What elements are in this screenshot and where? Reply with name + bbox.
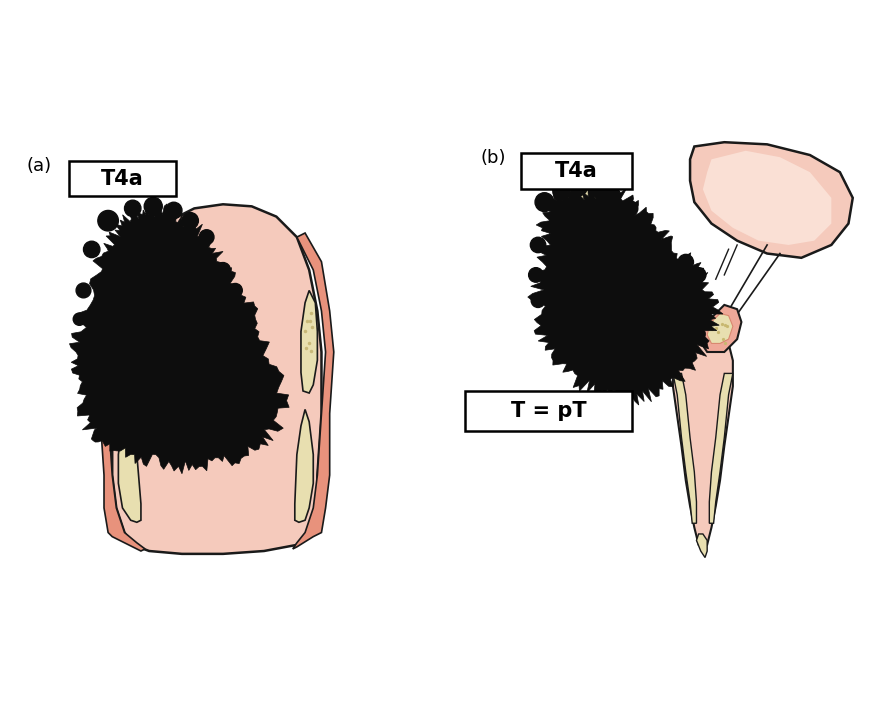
Text: T4a: T4a	[555, 161, 598, 182]
Polygon shape	[294, 410, 313, 522]
Text: (a): (a)	[26, 157, 51, 175]
Text: T = pT: T = pT	[511, 401, 587, 421]
Polygon shape	[697, 534, 707, 558]
Circle shape	[553, 183, 570, 200]
Polygon shape	[562, 179, 605, 222]
Text: (b): (b)	[480, 149, 506, 167]
Polygon shape	[690, 142, 853, 258]
Polygon shape	[553, 168, 617, 232]
Polygon shape	[112, 204, 321, 554]
FancyBboxPatch shape	[521, 153, 632, 189]
Circle shape	[145, 197, 162, 215]
Circle shape	[570, 179, 587, 196]
Circle shape	[84, 241, 100, 258]
Polygon shape	[707, 313, 733, 344]
Circle shape	[76, 283, 91, 298]
Polygon shape	[112, 291, 131, 393]
Circle shape	[182, 213, 198, 229]
Polygon shape	[100, 237, 145, 551]
Circle shape	[199, 230, 214, 244]
Circle shape	[535, 193, 554, 212]
Polygon shape	[709, 373, 733, 523]
Circle shape	[98, 210, 119, 231]
Text: T4a: T4a	[101, 169, 144, 189]
Polygon shape	[698, 305, 741, 352]
FancyBboxPatch shape	[466, 391, 632, 432]
Circle shape	[532, 294, 545, 308]
Circle shape	[529, 268, 543, 282]
Circle shape	[166, 202, 182, 219]
Polygon shape	[119, 410, 141, 522]
Polygon shape	[673, 373, 697, 523]
Polygon shape	[293, 233, 334, 549]
FancyBboxPatch shape	[70, 161, 176, 196]
Circle shape	[216, 263, 230, 277]
Circle shape	[588, 182, 604, 197]
Circle shape	[606, 188, 621, 203]
Polygon shape	[673, 335, 733, 545]
Circle shape	[228, 284, 243, 297]
Polygon shape	[703, 151, 831, 245]
Polygon shape	[70, 204, 289, 474]
Circle shape	[678, 254, 693, 270]
Circle shape	[73, 313, 86, 325]
Polygon shape	[301, 291, 318, 393]
Circle shape	[125, 200, 141, 217]
Polygon shape	[528, 180, 723, 409]
Circle shape	[531, 237, 546, 253]
Circle shape	[691, 268, 706, 282]
Circle shape	[623, 201, 638, 216]
